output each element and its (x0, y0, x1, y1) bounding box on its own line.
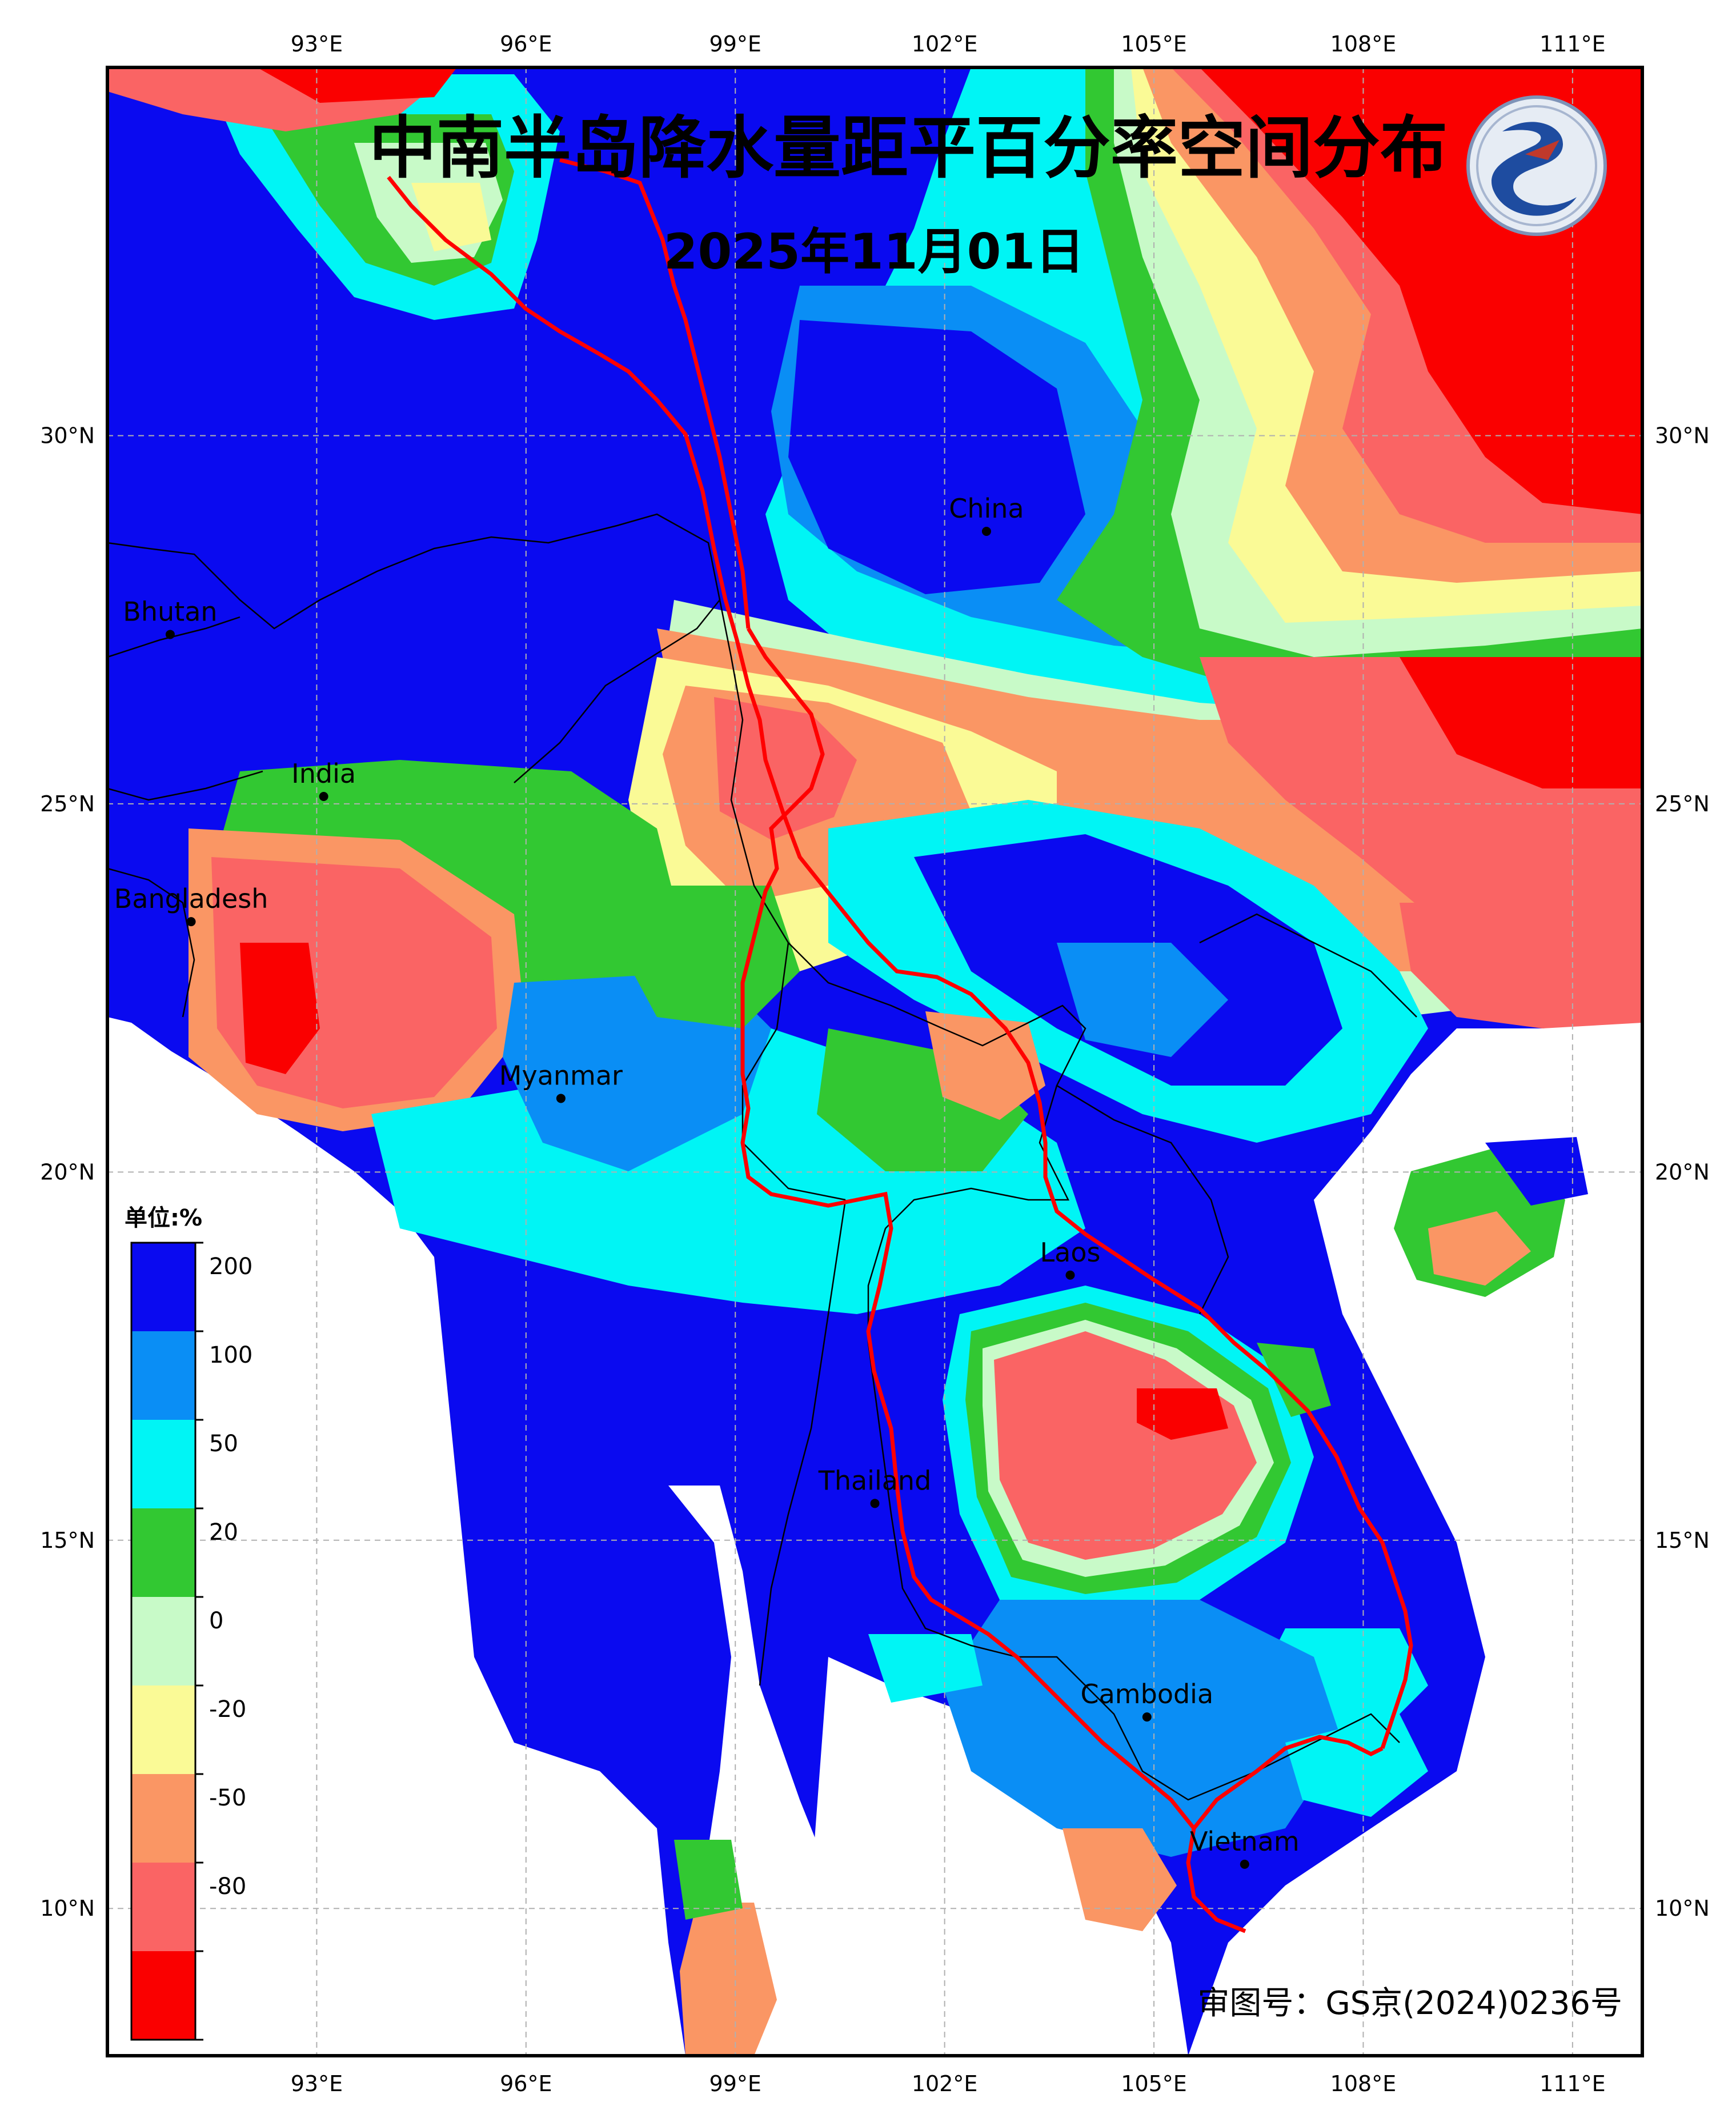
legend-swatch (131, 1951, 195, 2040)
place-label: Bhutan (123, 596, 217, 627)
legend-label: 20 (209, 1519, 238, 1546)
anomaly-cyan-peninsula (868, 1634, 983, 1703)
lat-tick-label: 10°N (40, 1896, 95, 1921)
lat-ticks-right: 10°N 15°N 20°N 25°N 30°N (1655, 423, 1710, 1921)
lon-tick-label: 99°E (709, 2071, 761, 2096)
place-dot (556, 1094, 566, 1103)
legend-label: -20 (209, 1696, 246, 1723)
anomaly-orange-mekong-delta (1063, 1828, 1177, 1931)
lat-tick-label: 25°N (1655, 791, 1710, 816)
anomaly-red-guangdong (1400, 903, 1642, 1028)
lat-tick-label: 20°N (40, 1159, 95, 1184)
lat-tick-label: 30°N (40, 423, 95, 448)
place-dot (981, 527, 991, 536)
anomaly-green-vietnam-coast (1257, 1343, 1331, 1417)
lon-tick-label: 93°E (291, 31, 343, 57)
place-dot (1142, 1712, 1152, 1722)
anomaly-green-myanmar-east (617, 886, 800, 1028)
anomaly-red-guangxi (1400, 657, 1642, 788)
anomaly-green-malay (674, 1840, 743, 1920)
sea-bay-of-bengal (107, 1017, 685, 2056)
legend-swatch (131, 1508, 195, 1597)
lat-tick-label: 25°N (40, 791, 95, 816)
place-dot (186, 917, 196, 927)
legend-swatch (131, 1774, 195, 1863)
sea-south-china-sea (1188, 1017, 1642, 2056)
lon-tick-label: 108°E (1330, 2071, 1397, 2096)
place-label: Laos (1040, 1237, 1101, 1268)
legend-swatch (131, 1243, 195, 1332)
lon-tick-label: 102°E (912, 2071, 978, 2096)
place-label: China (949, 493, 1024, 524)
place-markers: China Bhutan India Bangladesh Myanmar Laos Tha… (114, 493, 1300, 1869)
lon-ticks-top: 93°E 96°E 99°E 102°E 105°E 108°E 111°E (291, 31, 1606, 57)
lat-ticks-left: 10°N 15°N 20°N 25°N 30°N (40, 423, 95, 1921)
lon-ticks-bottom: 93°E 96°E 99°E 102°E 105°E 108°E 111°E (291, 2071, 1606, 2096)
anomaly-orange-malay (680, 1903, 777, 2056)
place-label: Vietnam (1190, 1826, 1300, 1857)
place-dot (319, 792, 328, 801)
place-label: Bangladesh (114, 883, 268, 914)
legend-label: 200 (209, 1254, 252, 1280)
legend-swatch (131, 1597, 195, 1686)
lat-tick-label: 15°N (1655, 1528, 1710, 1553)
page-title: 中南半岛降水量距平百分率空间分布 (369, 109, 1448, 187)
legend-swatch (131, 1863, 195, 1952)
anomaly-orange-laos-west (925, 1011, 1045, 1120)
anomaly-blue-hainan (1485, 1137, 1588, 1206)
place-dot (1065, 1270, 1075, 1280)
lon-tick-label: 99°E (709, 31, 761, 57)
lon-tick-label: 105°E (1121, 31, 1187, 57)
lon-tick-label: 96°E (500, 31, 552, 57)
anomaly-deep-red-nw (257, 67, 457, 103)
place-dot (1240, 1859, 1249, 1869)
precip-anomaly-field (107, 67, 1642, 2056)
legend-swatch (131, 1685, 195, 1775)
lon-tick-label: 102°E (912, 31, 978, 57)
lon-tick-label: 93°E (291, 2071, 343, 2096)
place-dot (165, 630, 175, 639)
lat-tick-label: 15°N (40, 1528, 95, 1553)
anomaly-dark-blue-sichuan (788, 320, 1085, 594)
legend-label: -80 (209, 1873, 246, 1900)
lat-tick-label: 20°N (1655, 1159, 1710, 1184)
mekong-red-line (387, 158, 1413, 1933)
place-label: Cambodia (1081, 1679, 1214, 1709)
lat-tick-label: 30°N (1655, 423, 1710, 448)
anomaly-med-blue-laos-north (1057, 943, 1228, 1057)
map-frame (106, 66, 1644, 2057)
legend-label: 0 (209, 1608, 223, 1634)
anomaly-orange-hainan (1428, 1211, 1531, 1286)
map-grid (107, 67, 1642, 2056)
legend-unit: 单位:% (125, 1205, 202, 1231)
legend-swatch (131, 1420, 195, 1509)
legend-label: 100 (209, 1342, 252, 1368)
place-label: Thailand (818, 1465, 932, 1496)
country-borders (107, 513, 1417, 1801)
anomaly-red-myanmar-west (240, 943, 320, 1074)
anomaly-yellow-tibet (411, 183, 491, 251)
legend-frame (130, 1242, 197, 2041)
place-label: Myanmar (499, 1060, 623, 1091)
sea-gulf-of-thailand (811, 1657, 1188, 2056)
anomaly-red-korat (1137, 1388, 1228, 1440)
page-subtitle: 2025年11月01日 (664, 223, 1085, 281)
lon-tick-label: 108°E (1330, 31, 1397, 57)
lat-tick-label: 10°N (1655, 1896, 1710, 1921)
place-label: India (291, 758, 356, 789)
lon-tick-label: 111°E (1539, 31, 1606, 57)
map-credit: 审图号：GS京(2024)0236号 (1197, 1985, 1622, 2022)
anomaly-med-blue-cambodia (943, 1600, 1342, 1857)
legend-label: -50 (209, 1785, 246, 1811)
cma-logo-icon (1466, 95, 1607, 236)
legend-label: 50 (209, 1431, 238, 1457)
legend-swatch (131, 1331, 195, 1420)
place-dot (870, 1499, 880, 1508)
lon-tick-label: 105°E (1121, 2071, 1187, 2096)
lon-tick-label: 111°E (1539, 2071, 1606, 2096)
lon-tick-label: 96°E (500, 2071, 552, 2096)
